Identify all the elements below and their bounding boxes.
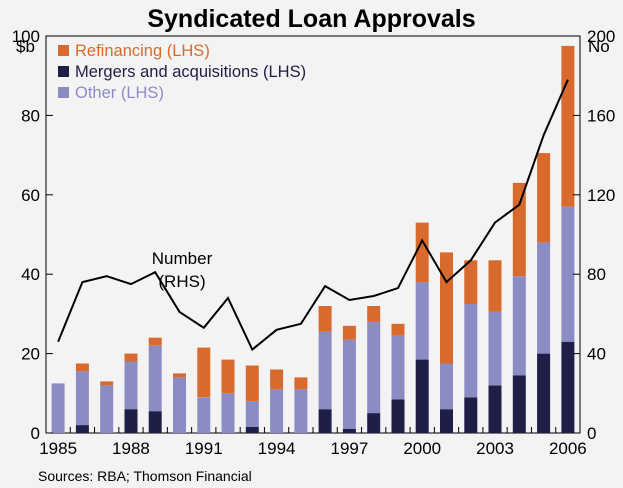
bar-mergers-2003	[488, 385, 502, 433]
bar-other-1998	[367, 321, 381, 414]
bar-refinancing-1994	[270, 369, 284, 390]
bar-mergers-1986	[75, 425, 89, 433]
legend-swatch-2	[58, 87, 69, 98]
bar-mergers-1998	[367, 413, 381, 433]
bar-other-1999	[391, 335, 405, 400]
bar-mergers-1989	[148, 411, 162, 433]
bar-mergers-2000	[415, 359, 429, 433]
x-tick-label-2000: 2000	[403, 439, 441, 458]
bar-refinancing-1995	[294, 377, 308, 390]
legend-label-1: Mergers and acquisitions (LHS)	[75, 63, 306, 81]
x-tick-label-2003: 2003	[476, 439, 514, 458]
bar-other-2005	[537, 242, 551, 354]
bar-other-1991	[197, 397, 211, 433]
bar-refinancing-1992	[221, 359, 235, 394]
bar-other-1993	[245, 401, 259, 427]
bar-other-1992	[221, 393, 235, 433]
bar-refinancing-1986	[75, 363, 89, 372]
left-tick-label-20: 20	[21, 345, 40, 364]
bar-other-2006	[561, 206, 575, 342]
left-tick-label-60: 60	[21, 186, 40, 205]
bar-mergers-2006	[561, 341, 575, 433]
bar-other-1988	[124, 361, 138, 410]
right-tick-label-80: 80	[587, 265, 606, 284]
bar-refinancing-1999	[391, 323, 405, 336]
bar-mergers-1988	[124, 409, 138, 433]
bar-mergers-1993	[245, 427, 259, 433]
bar-other-2003	[488, 311, 502, 386]
bar-refinancing-2003	[488, 260, 502, 312]
annotation-number: Number	[152, 249, 213, 268]
bar-refinancing-1988	[124, 353, 138, 362]
left-tick-label-100: 100	[12, 27, 40, 46]
bar-refinancing-1993	[245, 365, 259, 402]
bar-refinancing-1998	[367, 306, 381, 322]
line-layer	[57, 79, 569, 352]
x-tick-label-1991: 1991	[185, 439, 223, 458]
bar-other-1996	[318, 331, 332, 410]
x-tick-label-1985: 1985	[39, 439, 77, 458]
bar-refinancing-1996	[318, 306, 332, 332]
x-tick-label-1988: 1988	[112, 439, 150, 458]
bar-other-1995	[294, 389, 308, 433]
line-number-rhs	[57, 79, 569, 352]
bar-refinancing-2005	[537, 153, 551, 243]
bar-other-1987	[100, 385, 114, 433]
legend-swatch-1	[58, 66, 69, 77]
legend-swatch-0	[58, 45, 69, 56]
left-tick-label-80: 80	[21, 106, 40, 125]
right-tick-label-0: 0	[587, 424, 596, 443]
bar-other-1989	[148, 345, 162, 412]
bar-refinancing-1989	[148, 337, 162, 346]
left-tick-label-40: 40	[21, 265, 40, 284]
left-tick-label-0: 0	[31, 424, 40, 443]
bars-layer	[51, 45, 575, 433]
bar-other-2004	[512, 276, 526, 376]
bar-mergers-1999	[391, 399, 405, 433]
bar-refinancing-2001	[440, 252, 453, 364]
x-tick-label-1994: 1994	[258, 439, 296, 458]
bar-other-2002	[464, 304, 478, 398]
right-axis-unit: No	[588, 37, 610, 56]
annotation-rhs: (RHS)	[158, 272, 205, 291]
x-tick-label-2006: 2006	[549, 439, 587, 458]
legend-label-2: Other (LHS)	[75, 84, 164, 102]
bar-refinancing-2002	[464, 260, 478, 304]
right-tick-label-40: 40	[587, 345, 606, 364]
x-tick-label-1997: 1997	[330, 439, 368, 458]
bar-refinancing-2004	[512, 182, 526, 277]
bar-mergers-2001	[440, 409, 453, 433]
bar-refinancing-2006	[561, 45, 575, 207]
right-tick-label-160: 160	[587, 106, 615, 125]
left-axis-unit: $b	[16, 37, 35, 56]
legend-label-0: Refinancing (LHS)	[75, 42, 210, 60]
bar-other-1990	[173, 377, 186, 433]
bar-other-1986	[75, 371, 89, 426]
bar-other-2001	[440, 363, 453, 410]
bar-mergers-1996	[318, 409, 332, 433]
axes-layer: 0 20 40 60 80 100 0 40 80 120 160 200 1985 1988 1991 19…	[12, 27, 616, 458]
right-tick-label-200: 200	[587, 27, 615, 46]
bar-mergers-2002	[464, 397, 478, 433]
bar-other-1994	[270, 389, 284, 433]
bar-other-1997	[342, 339, 356, 429]
legend: Refinancing (LHS) Mergers and acquisition…	[58, 42, 306, 102]
bar-other-2000	[415, 282, 429, 360]
bar-other-1985	[51, 383, 65, 433]
bar-refinancing-2000	[415, 222, 429, 283]
bar-refinancing-1987	[100, 381, 114, 386]
bar-mergers-1997	[342, 429, 356, 433]
bar-refinancing-1997	[342, 325, 356, 340]
bar-mergers-2005	[537, 353, 551, 433]
bar-mergers-2004	[512, 375, 526, 433]
bar-refinancing-1990	[173, 373, 186, 378]
right-tick-label-120: 120	[587, 186, 615, 205]
bar-refinancing-1991	[197, 347, 211, 398]
chart-title: Syndicated Loan Approvals	[147, 5, 475, 33]
source-note: Sources: RBA; Thomson Financial	[38, 468, 252, 484]
